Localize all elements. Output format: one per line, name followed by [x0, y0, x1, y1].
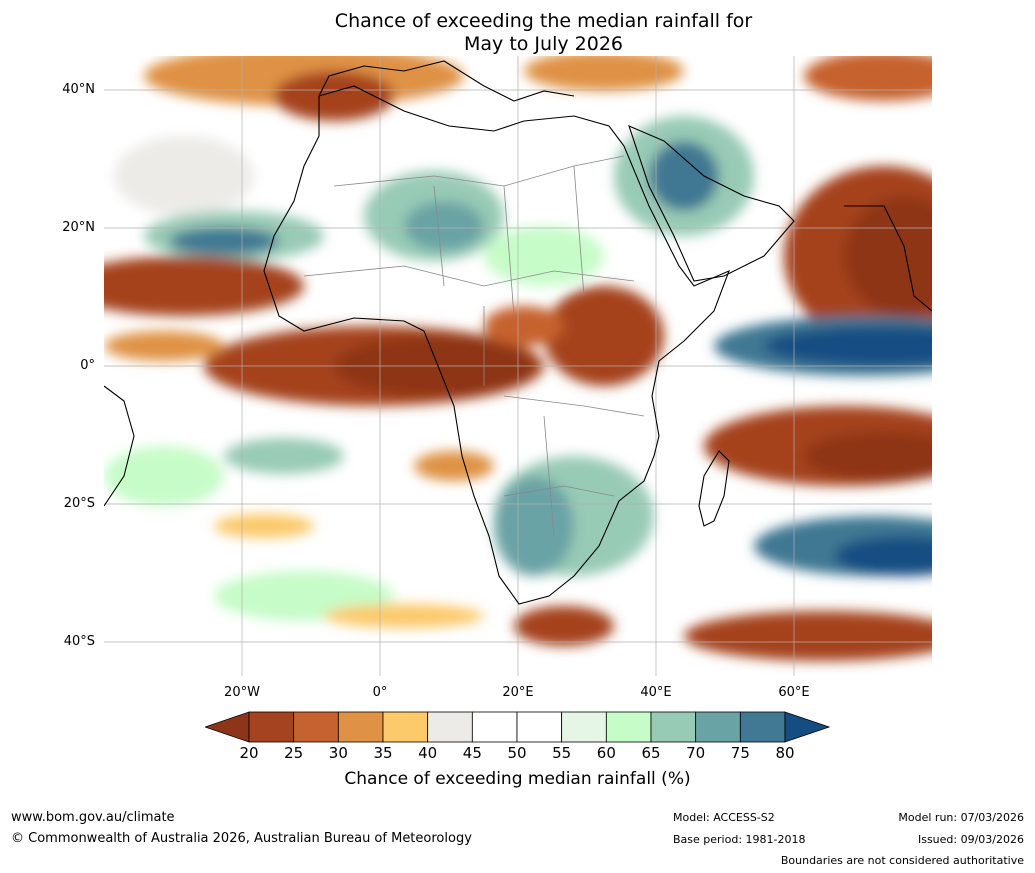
- lon-label-40e: 40°E: [640, 685, 672, 700]
- colorbar-cell: [382, 711, 429, 743]
- lon-label-0: 0°: [372, 685, 388, 700]
- colorbar-tick-label: 45: [462, 744, 482, 762]
- colorbar-tick-label: 50: [507, 744, 527, 762]
- copyright-text: © Commonwealth of Australia 2026, Austra…: [11, 831, 472, 846]
- colorbar-cell: [427, 711, 473, 743]
- issued-date: Issued: 09/03/2026: [917, 833, 1024, 846]
- colorbar-tick-label: 30: [328, 744, 348, 762]
- colorbar-tick-label: 75: [730, 744, 750, 762]
- colorbar-tick-label: 80: [775, 744, 795, 762]
- model-run-date: Model run: 07/03/2026: [898, 811, 1024, 824]
- colorbar-cell: [471, 711, 518, 743]
- lon-label-60e: 60°E: [778, 685, 810, 700]
- rainfall-map[interactable]: [104, 56, 932, 676]
- boundary-disclaimer: Boundaries are not considered authoritat…: [780, 854, 1024, 867]
- lon-label-20e: 20°E: [502, 685, 534, 700]
- lat-label-0: 0°: [80, 358, 95, 373]
- map-canvas: [104, 56, 932, 676]
- colorbar-tick-label: 70: [686, 744, 706, 762]
- website-link[interactable]: www.bom.gov.au/climate: [11, 810, 175, 825]
- colorbar-cell: [650, 711, 697, 743]
- graticule: [104, 56, 932, 676]
- model-name: Model: ACCESS-S2: [673, 811, 775, 824]
- colorbar-extend-low: [205, 711, 250, 743]
- colorbar-label: Chance of exceeding median rainfall (%): [344, 769, 691, 789]
- base-period: Base period: 1981-2018: [673, 833, 806, 846]
- lon-label-20w: 20°W: [224, 685, 260, 700]
- title-line-2: May to July 2026: [464, 33, 623, 55]
- colorbar-tick-label: 65: [641, 744, 661, 762]
- colorbar-cell: [695, 711, 741, 743]
- colorbar-cell: [605, 711, 652, 743]
- probability-field: [104, 56, 932, 661]
- colorbar-cell: [739, 711, 786, 743]
- colorbar-cell: [293, 711, 339, 743]
- colorbar-cell: [248, 711, 295, 743]
- colorbar-cell: [516, 711, 563, 743]
- title-line-1: Chance of exceeding the median rainfall …: [334, 10, 753, 32]
- colorbar-extend-high: [784, 711, 830, 743]
- lat-label-40n: 40°N: [62, 82, 95, 97]
- map-title: Chance of exceeding the median rainfall …: [0, 10, 1035, 56]
- country-boundaries: [303, 155, 645, 537]
- colorbar-tick-label: 60: [596, 744, 616, 762]
- lat-label-20s: 20°S: [63, 496, 95, 511]
- colorbar-cell: [561, 711, 607, 743]
- colorbar-tick-label: 55: [552, 744, 572, 762]
- colorbar-tick-label: 40: [418, 744, 438, 762]
- lat-label-40s: 40°S: [63, 634, 95, 649]
- colorbar-tick-label: 25: [284, 744, 304, 762]
- lat-label-20n: 20°N: [62, 220, 95, 235]
- colorbar-tick-label: 35: [373, 744, 393, 762]
- colorbar-tick-label: 20: [239, 744, 259, 762]
- coastlines: [104, 60, 932, 605]
- colorbar: [205, 711, 830, 743]
- colorbar-cell: [337, 711, 384, 743]
